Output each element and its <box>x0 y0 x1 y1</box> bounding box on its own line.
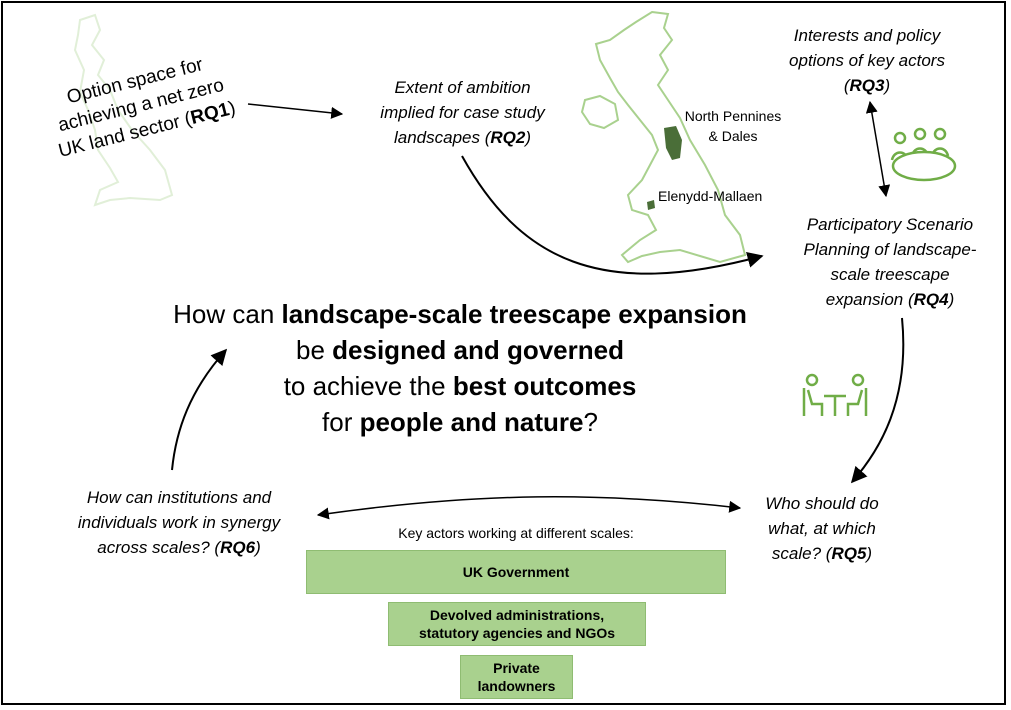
central-question: How can landscape-scale treescape expans… <box>110 296 810 440</box>
rq2-line1: Extent of ambition <box>394 78 531 97</box>
central-l4-text: for <box>322 407 360 437</box>
level-private-line1: Private <box>493 660 540 676</box>
level-private: Private landowners <box>460 655 573 699</box>
level-uk-government-label: UK Government <box>462 564 570 580</box>
rq3-line3-text: ( <box>843 76 850 95</box>
arrow-rq6-central <box>171 348 228 471</box>
central-l2-text: be <box>296 335 333 365</box>
two-people-table-icon <box>802 373 868 416</box>
rq5-line3-close: ) <box>866 544 873 563</box>
rq5-tag: RQ5 <box>831 544 867 563</box>
central-l1-text: How can <box>173 299 282 329</box>
central-l4-end: ? <box>583 407 598 437</box>
rq5-line1: Who should do <box>765 494 879 513</box>
rq6-line1: How can institutions and <box>86 488 272 507</box>
level-private-line2: landowners <box>477 678 556 694</box>
central-l3-text: to achieve the <box>283 371 453 401</box>
central-l3-bold: best outcomes <box>452 371 637 401</box>
north-pennines-line2: & Dales <box>708 128 758 144</box>
rq6-line3-close: ) <box>255 538 261 557</box>
rq3-tag: RQ3 <box>849 76 885 95</box>
rq5-line2: what, at which <box>768 519 876 538</box>
central-l2-bold: designed and governed <box>332 335 624 365</box>
rq4-line1: Participatory Scenario <box>806 215 974 234</box>
faint-uk-map <box>73 13 174 207</box>
rq2-line2: implied for case study <box>380 103 545 122</box>
central-l1-bold: landscape-scale treescape expansion <box>281 299 747 329</box>
rq4-line2: Planning of landscape- <box>803 240 977 259</box>
rq4-line4-close: ) <box>948 290 955 309</box>
north-pennines-region <box>664 126 682 160</box>
rq3-line1: Interests and policy <box>793 26 941 45</box>
elenydd-mallaen-text: Elenydd-Mallaen <box>658 188 763 204</box>
rq3-box: Interests and policy options of key acto… <box>762 23 972 98</box>
rq2-line3-text: landscapes ( <box>393 128 491 147</box>
central-l4-bold: people and nature <box>359 407 584 437</box>
rq3-line2: options of key actors <box>789 51 945 70</box>
elenydd-mallaen-label: Elenydd-Mallaen <box>658 186 788 206</box>
elenydd-mallaen-region <box>647 200 655 210</box>
level-devolved-line1: Devolved administrations, <box>429 607 605 623</box>
rq4-line3: scale treescape <box>830 265 950 284</box>
rq2-line3-close: ) <box>525 128 532 147</box>
arrow-rq3-rq4 <box>865 100 891 198</box>
north-pennines-label: North Pennines & Dales <box>668 106 798 146</box>
rq3-line3-close: ) <box>884 76 891 95</box>
rq6-line3-text: across scales? ( <box>97 538 221 557</box>
key-actors-title: Key actors working at different scales: <box>398 525 634 541</box>
rq6-box: How can institutions and individuals wor… <box>48 485 310 560</box>
level-devolved: Devolved administrations, statutory agen… <box>388 602 646 646</box>
rq6-tag: RQ6 <box>220 538 256 557</box>
arrow-rq4-rq5 <box>850 317 905 484</box>
rq5-line3-text: scale? ( <box>771 544 832 563</box>
rq4-tag: RQ4 <box>913 290 949 309</box>
rq6-line2: individuals work in synergy <box>77 513 281 532</box>
north-pennines-line1: North Pennines <box>684 108 782 124</box>
arrow-rq5-rq6 <box>316 496 742 520</box>
rq4-line4-text: expansion ( <box>825 290 914 309</box>
arrow-rq1-rq2 <box>247 103 344 119</box>
arrow-rq2-rq4 <box>461 155 764 275</box>
level-devolved-line2: statutory agencies and NGOs <box>418 625 616 641</box>
rq2-box: Extent of ambition implied for case stud… <box>350 75 575 150</box>
rq4-box: Participatory Scenario Planning of lands… <box>776 212 1004 312</box>
rq2-tag: RQ2 <box>490 128 526 147</box>
meeting-table-icon <box>890 127 957 182</box>
level-uk-government: UK Government <box>306 550 726 594</box>
rq5-box: Who should do what, at which scale? (RQ5… <box>742 491 902 566</box>
